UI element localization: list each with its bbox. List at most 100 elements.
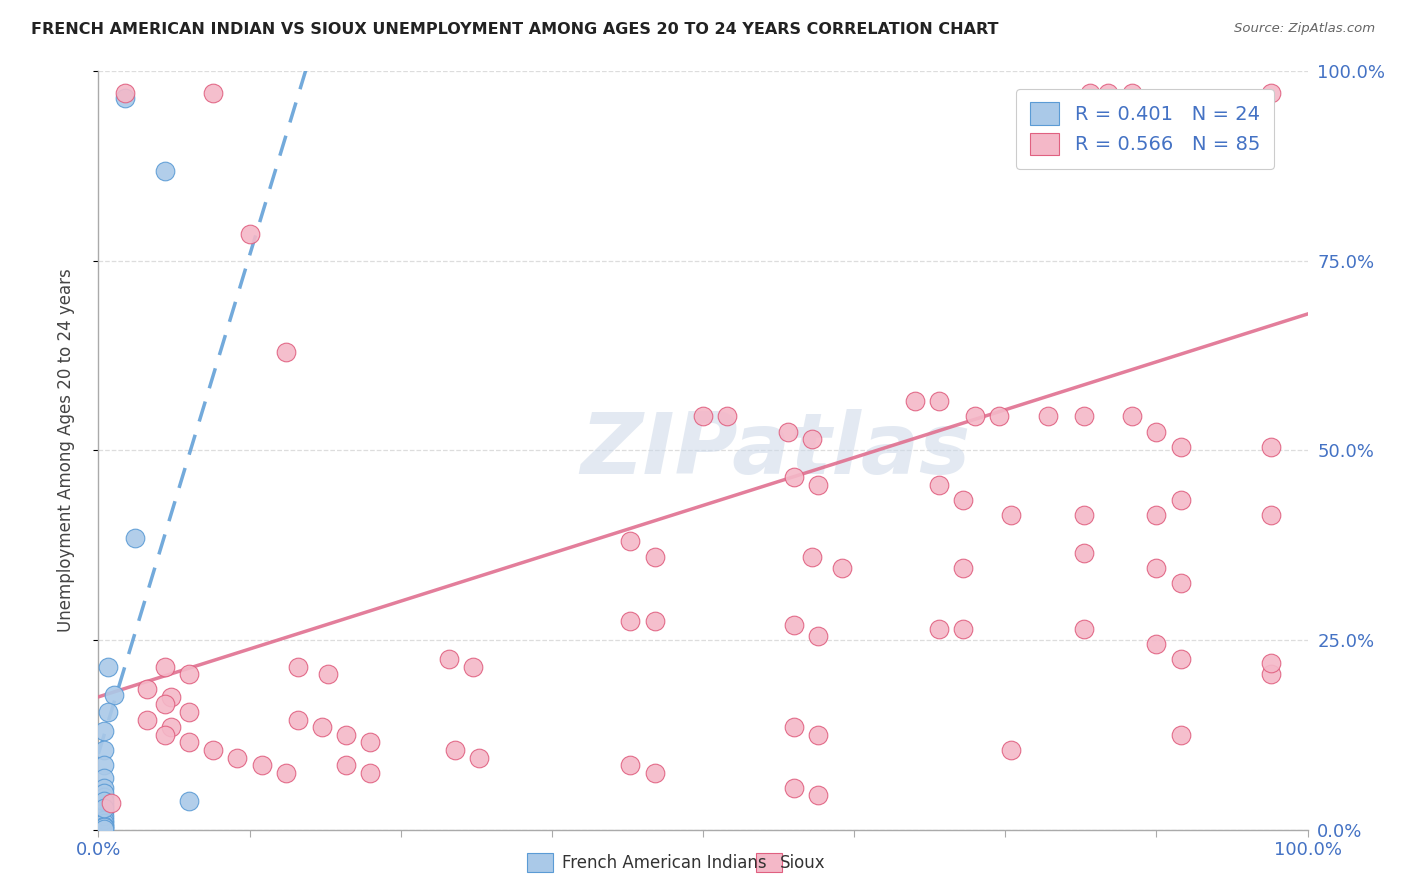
- Point: [287, 713, 309, 727]
- Point: [93, 797, 115, 812]
- Point: [1000, 743, 1022, 757]
- Point: [1260, 508, 1282, 522]
- Text: Source: ZipAtlas.com: Source: ZipAtlas.com: [1234, 22, 1375, 36]
- Point: [928, 622, 950, 636]
- Point: [274, 765, 297, 780]
- Point: [1146, 561, 1168, 575]
- Point: [952, 492, 974, 507]
- Point: [100, 796, 122, 810]
- Point: [1260, 440, 1282, 454]
- Point: [153, 164, 176, 178]
- Point: [153, 728, 176, 742]
- Point: [831, 561, 853, 575]
- Point: [807, 477, 830, 491]
- Point: [644, 549, 666, 564]
- Point: [1000, 508, 1022, 522]
- Point: [716, 409, 738, 424]
- Point: [93, 819, 115, 833]
- Point: [644, 765, 666, 780]
- Point: [250, 758, 273, 772]
- Point: [93, 789, 115, 804]
- Point: [782, 470, 804, 484]
- Text: French American Indians: French American Indians: [562, 855, 768, 872]
- Point: [807, 728, 830, 742]
- Point: [93, 822, 115, 836]
- Point: [93, 813, 115, 827]
- Point: [153, 659, 176, 673]
- Point: [335, 728, 357, 742]
- Legend: R = 0.401   N = 24, R = 0.566   N = 85: R = 0.401 N = 24, R = 0.566 N = 85: [1017, 88, 1274, 169]
- Point: [93, 794, 115, 808]
- Point: [1260, 656, 1282, 670]
- Point: [1170, 440, 1192, 454]
- Point: [952, 561, 974, 575]
- Point: [97, 659, 120, 673]
- Point: [153, 698, 176, 712]
- Point: [135, 713, 157, 727]
- Point: [179, 794, 201, 808]
- Point: [692, 409, 714, 424]
- Point: [619, 614, 641, 628]
- Point: [1170, 728, 1192, 742]
- Point: [1121, 86, 1143, 100]
- Point: [360, 765, 382, 780]
- Point: [93, 758, 115, 772]
- Point: [782, 720, 804, 734]
- Point: [287, 659, 309, 673]
- Point: [807, 789, 830, 803]
- Point: [619, 758, 641, 772]
- Point: [97, 705, 120, 719]
- Point: [776, 425, 799, 439]
- Point: [93, 820, 115, 834]
- Point: [1073, 409, 1095, 424]
- Point: [160, 720, 183, 734]
- Point: [124, 531, 146, 545]
- Point: [1146, 425, 1168, 439]
- Point: [1073, 546, 1095, 560]
- Point: [1260, 86, 1282, 100]
- Point: [1078, 86, 1101, 100]
- Y-axis label: Unemployment Among Ages 20 to 24 years: Unemployment Among Ages 20 to 24 years: [56, 268, 75, 632]
- Point: [1146, 637, 1168, 651]
- Text: ZIPatlas: ZIPatlas: [581, 409, 970, 492]
- Point: [468, 750, 491, 764]
- Point: [444, 743, 467, 757]
- Point: [93, 801, 115, 815]
- Point: [311, 720, 333, 734]
- Point: [463, 659, 485, 673]
- Point: [807, 629, 830, 643]
- Text: Sioux: Sioux: [780, 855, 825, 872]
- Point: [93, 816, 115, 830]
- Point: [103, 688, 125, 702]
- Point: [800, 549, 823, 564]
- Point: [1170, 576, 1192, 591]
- Point: [179, 667, 201, 681]
- Point: [782, 780, 804, 795]
- Point: [644, 614, 666, 628]
- Point: [335, 758, 357, 772]
- Point: [202, 86, 225, 100]
- Point: [239, 227, 262, 242]
- Point: [316, 667, 339, 681]
- Point: [800, 432, 823, 446]
- Point: [93, 780, 115, 795]
- Point: [928, 477, 950, 491]
- Point: [1073, 508, 1095, 522]
- Point: [160, 690, 183, 704]
- Point: [135, 682, 157, 697]
- Point: [114, 91, 136, 105]
- Point: [1121, 409, 1143, 424]
- Point: [179, 735, 201, 749]
- Point: [1170, 492, 1192, 507]
- Point: [437, 652, 460, 666]
- Point: [226, 750, 249, 764]
- Point: [1097, 86, 1119, 100]
- Point: [93, 743, 115, 757]
- Point: [988, 409, 1011, 424]
- Point: [93, 809, 115, 823]
- Point: [114, 86, 136, 100]
- Point: [1073, 622, 1095, 636]
- Point: [965, 409, 987, 424]
- Point: [619, 534, 641, 549]
- Point: [928, 394, 950, 409]
